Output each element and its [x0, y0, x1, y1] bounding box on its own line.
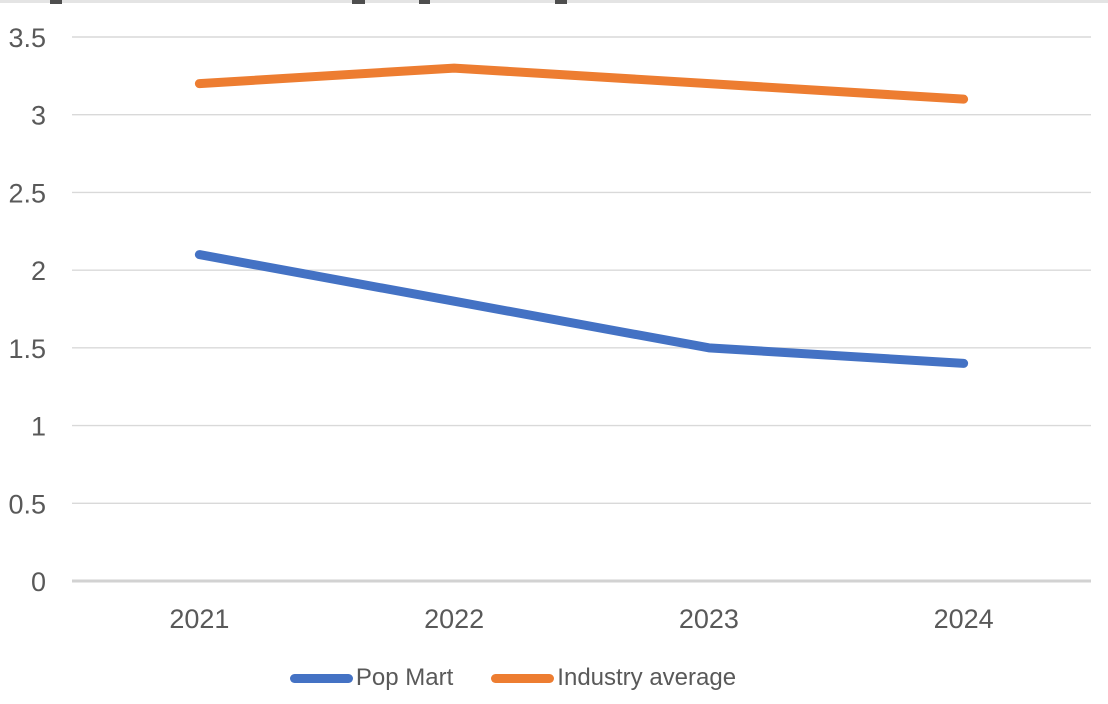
legend-item-industry-average: Industry average — [491, 666, 736, 690]
y-tick-label: 3 — [31, 101, 46, 131]
clipped-text-fragment — [555, 0, 567, 4]
clipped-text-fragment — [352, 0, 365, 4]
y-tick-label: 1.5 — [8, 334, 46, 364]
chart-legend: Pop Mart Industry average — [0, 662, 1067, 694]
clipped-text-fragment — [419, 0, 430, 4]
x-tick-label: 2023 — [679, 604, 739, 634]
series-line-industry-average — [194, 63, 969, 104]
clipped-content-top — [0, 0, 1108, 4]
legend-item-pop-mart: Pop Mart — [289, 664, 454, 691]
series-line-pop-mart — [194, 250, 969, 368]
y-tick-label: 2.5 — [8, 178, 46, 208]
x-tick-label: 2022 — [424, 604, 484, 634]
y-tick-label: 2 — [31, 256, 46, 286]
x-tick-label: 2024 — [934, 604, 994, 634]
y-tick-label: 3.5 — [8, 23, 46, 53]
y-tick-label: 0.5 — [8, 489, 46, 519]
line-chart: 0 0.5 1 1.5 2 2.5 3 3.5 2021 2022 2023 2024 — [8, 23, 1091, 634]
x-tick-label: 2021 — [169, 604, 229, 634]
y-tick-label: 1 — [31, 412, 46, 442]
legend-label-pop-mart: Pop Mart — [355, 664, 454, 691]
legend-swatch-industry-average — [491, 673, 555, 683]
clipped-text-fragment — [50, 0, 62, 4]
legend-label-industry-average: Industry average — [557, 664, 737, 691]
y-tick-label: 0 — [31, 567, 46, 597]
legend-swatch-pop-mart — [289, 673, 353, 683]
